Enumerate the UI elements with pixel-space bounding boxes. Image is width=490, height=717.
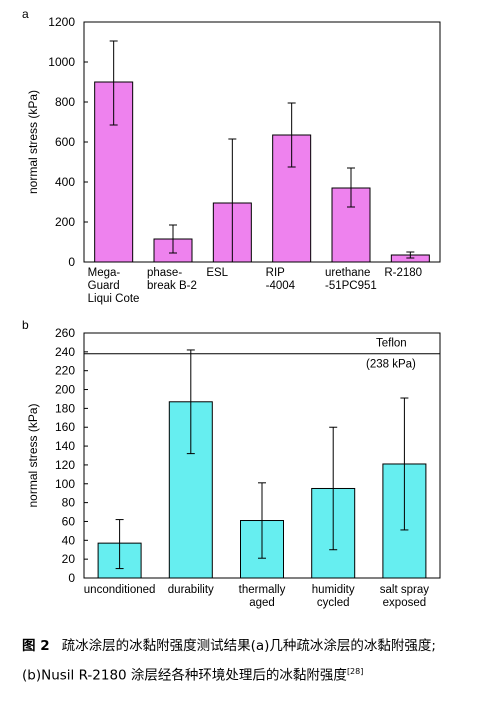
category-label: thermally aged [239, 584, 286, 609]
category-label-line: ESL [206, 267, 228, 279]
figure-caption: 图 2 疏冰涂层的冰黏附强度测试结果(a)几种疏冰涂层的冰黏附强度;(b)Nusi… [22, 634, 472, 689]
panel-label: a [22, 7, 29, 21]
category-label-line: -51PC951 [325, 280, 377, 292]
y-tick-label: 20 [62, 552, 76, 566]
reference-line-value: (238 kPa) [366, 359, 416, 371]
reference-line-label: Teflon [376, 338, 407, 350]
category-label-line: aged [249, 597, 275, 609]
y-tick-label: 80 [62, 496, 76, 510]
category-label-line: salt spray [380, 584, 429, 596]
caption-text: 疏冰涂层的冰黏附强度测试结果(a)几种疏冰涂层的冰黏附强度;(b)Nusil R… [22, 638, 436, 684]
category-label-line: Guard [88, 280, 120, 292]
chart-a: a 0 200 400 600 800 1000 1200 normal stress (kPa… [22, 7, 441, 305]
category-label-line: phase- [147, 267, 182, 279]
category-label: RIP -4004 [266, 267, 296, 292]
y-tick-label: 120 [55, 458, 75, 472]
y-tick-label: 60 [62, 514, 76, 528]
y-tick-label: 240 [55, 345, 75, 359]
category-label-line: cycled [317, 597, 350, 609]
category-label: durability [168, 584, 214, 596]
category-label-line: humidity [312, 584, 355, 596]
y-tick-label: 400 [55, 175, 75, 189]
category-label: salt spray exposed [380, 584, 429, 609]
y-axis-label: normal stress (kPa) [26, 90, 40, 194]
y-tick-label: 600 [55, 135, 75, 149]
y-tick-label: 100 [55, 477, 75, 491]
y-tick-label: 200 [55, 215, 75, 229]
category-label-line: RIP [266, 267, 286, 279]
y-tick-label: 140 [55, 439, 75, 453]
y-tick-label: 1200 [48, 15, 75, 29]
category-label-line: durability [168, 584, 214, 596]
caption-reference: [28] [346, 667, 364, 676]
category-label-line: break B-2 [147, 280, 197, 292]
category-label: urethane -51PC951 [325, 267, 377, 292]
category-label: phase-break B-2 [147, 267, 197, 292]
category-label-line: urethane [325, 267, 370, 279]
category-label-line: Liqui Cote [88, 293, 140, 305]
y-tick-label: 1000 [48, 55, 75, 69]
category-label-line: thermally [239, 584, 286, 596]
y-tick-label: 40 [62, 533, 76, 547]
category-label-line: unconditioned [84, 584, 156, 596]
category-label: ESL [206, 267, 228, 279]
plot-frame [83, 21, 441, 263]
y-tick-label: 160 [55, 420, 75, 434]
y-tick-label: 220 [55, 364, 75, 378]
category-label: unconditioned [84, 584, 156, 596]
panel-label: b [22, 318, 29, 332]
y-tick-label: 260 [55, 326, 75, 340]
category-label-line: R-2180 [384, 267, 422, 279]
y-tick-label: 200 [55, 383, 75, 397]
category-label: Mega-Guard Liqui Cote [88, 267, 140, 305]
category-label-line: exposed [383, 597, 426, 609]
category-label-line: Mega- [88, 267, 121, 279]
category-label-line: -4004 [266, 280, 296, 292]
y-tick-label: 0 [68, 255, 75, 269]
y-axis-label: normal stress (kPa) [26, 403, 40, 507]
category-label: humidity cycled [312, 584, 355, 609]
chart-b: b 0 20 40 60 80 100 120 140 160 180 200 220 240 260 nor… [22, 318, 441, 609]
y-tick-label: 180 [55, 401, 75, 415]
category-label: R-2180 [384, 267, 422, 279]
caption-label: 图 2 [22, 638, 50, 654]
y-tick-label: 0 [68, 571, 75, 585]
y-tick-label: 800 [55, 95, 75, 109]
